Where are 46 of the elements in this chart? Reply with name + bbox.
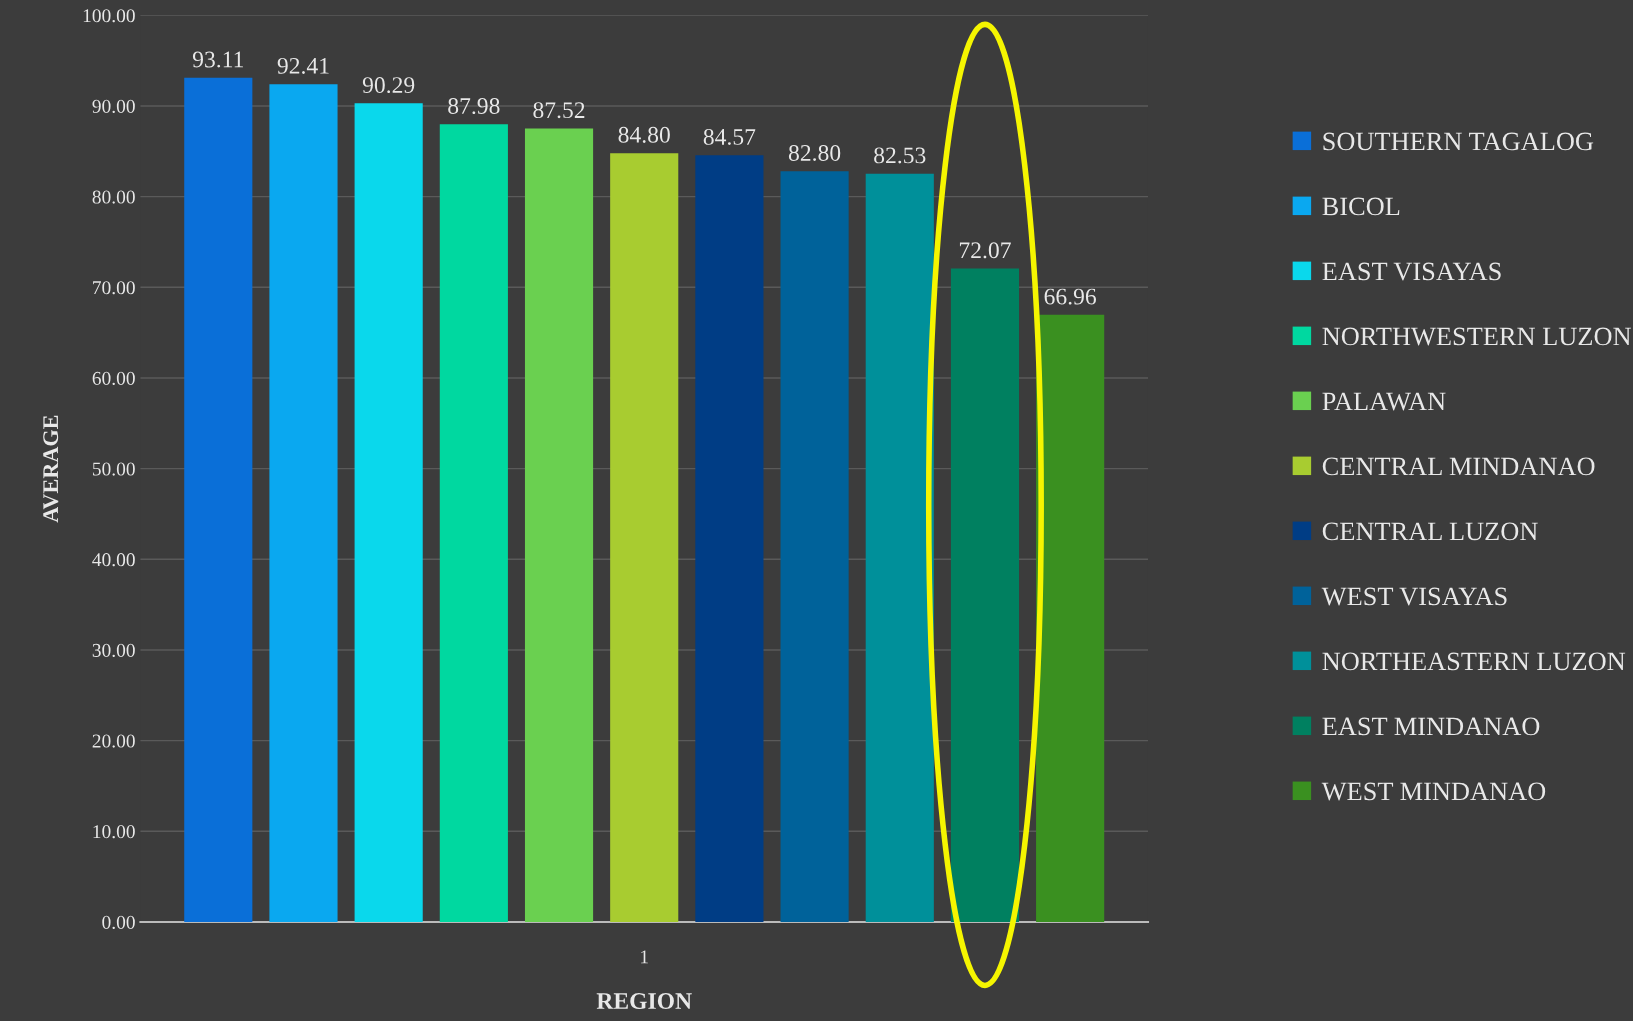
- legend-label: NORTHEASTERN LUZON: [1322, 652, 1626, 671]
- x-axis-title: REGION: [596, 993, 692, 1009]
- y-tick-label: 70.00: [93, 281, 135, 295]
- legend-label: CENTRAL MINDANAO: [1322, 457, 1595, 476]
- y-tick-label: 10.00: [93, 825, 135, 839]
- y-axis-title: AVERAGE: [43, 415, 59, 523]
- data-label: 84.80: [618, 126, 670, 143]
- data-label: 90.29: [362, 77, 415, 94]
- bar: [524, 128, 594, 922]
- y-tick-label: 40.00: [92, 553, 135, 567]
- y-tick-label: 30.00: [92, 643, 135, 657]
- bar: [354, 103, 423, 922]
- legend-label: EAST VISAYAS: [1322, 262, 1501, 281]
- y-tick-label: 0.00: [102, 915, 135, 929]
- legend-label: WEST MINDANAO: [1321, 782, 1546, 801]
- y-tick-label: 100.00: [83, 9, 135, 23]
- data-label: 87.52: [533, 102, 585, 119]
- bar: [610, 153, 679, 922]
- y-tick-label: 90.00: [92, 99, 135, 113]
- bar: [269, 84, 338, 922]
- y-tick-label: 20.00: [92, 734, 135, 748]
- legend-label: PALAWAN: [1322, 392, 1446, 411]
- bar: [184, 77, 253, 922]
- data-label: 84.57: [703, 128, 756, 145]
- y-tick-label: 60.00: [92, 371, 135, 385]
- bar: [950, 268, 1020, 922]
- legend-label: SOUTHERN TAGALOG: [1323, 132, 1594, 151]
- legend-label: BICOL: [1322, 197, 1400, 216]
- legend-label: EAST MINDANAO: [1322, 717, 1540, 736]
- legend-label: CENTRAL LUZON: [1322, 522, 1538, 541]
- data-label: 82.80: [788, 144, 841, 162]
- data-label: 92.41: [277, 57, 329, 74]
- legend-label: NORTHWESTERN LUZON: [1322, 327, 1631, 346]
- legend-label: WEST VISAYAS: [1321, 587, 1507, 606]
- bar: [1036, 314, 1105, 922]
- bar: [439, 124, 508, 922]
- data-label: 87.98: [448, 98, 500, 115]
- data-label: 72.07: [959, 242, 1011, 259]
- y-tick-label: 80.00: [92, 190, 135, 204]
- data-label: 82.53: [874, 147, 926, 164]
- bar: [695, 155, 764, 922]
- data-label: 66.96: [1044, 288, 1096, 305]
- bar: [780, 171, 849, 922]
- x-tick-label: 1: [641, 950, 648, 964]
- data-label: 93.11: [192, 51, 243, 68]
- y-tick-label: 50.00: [92, 462, 135, 476]
